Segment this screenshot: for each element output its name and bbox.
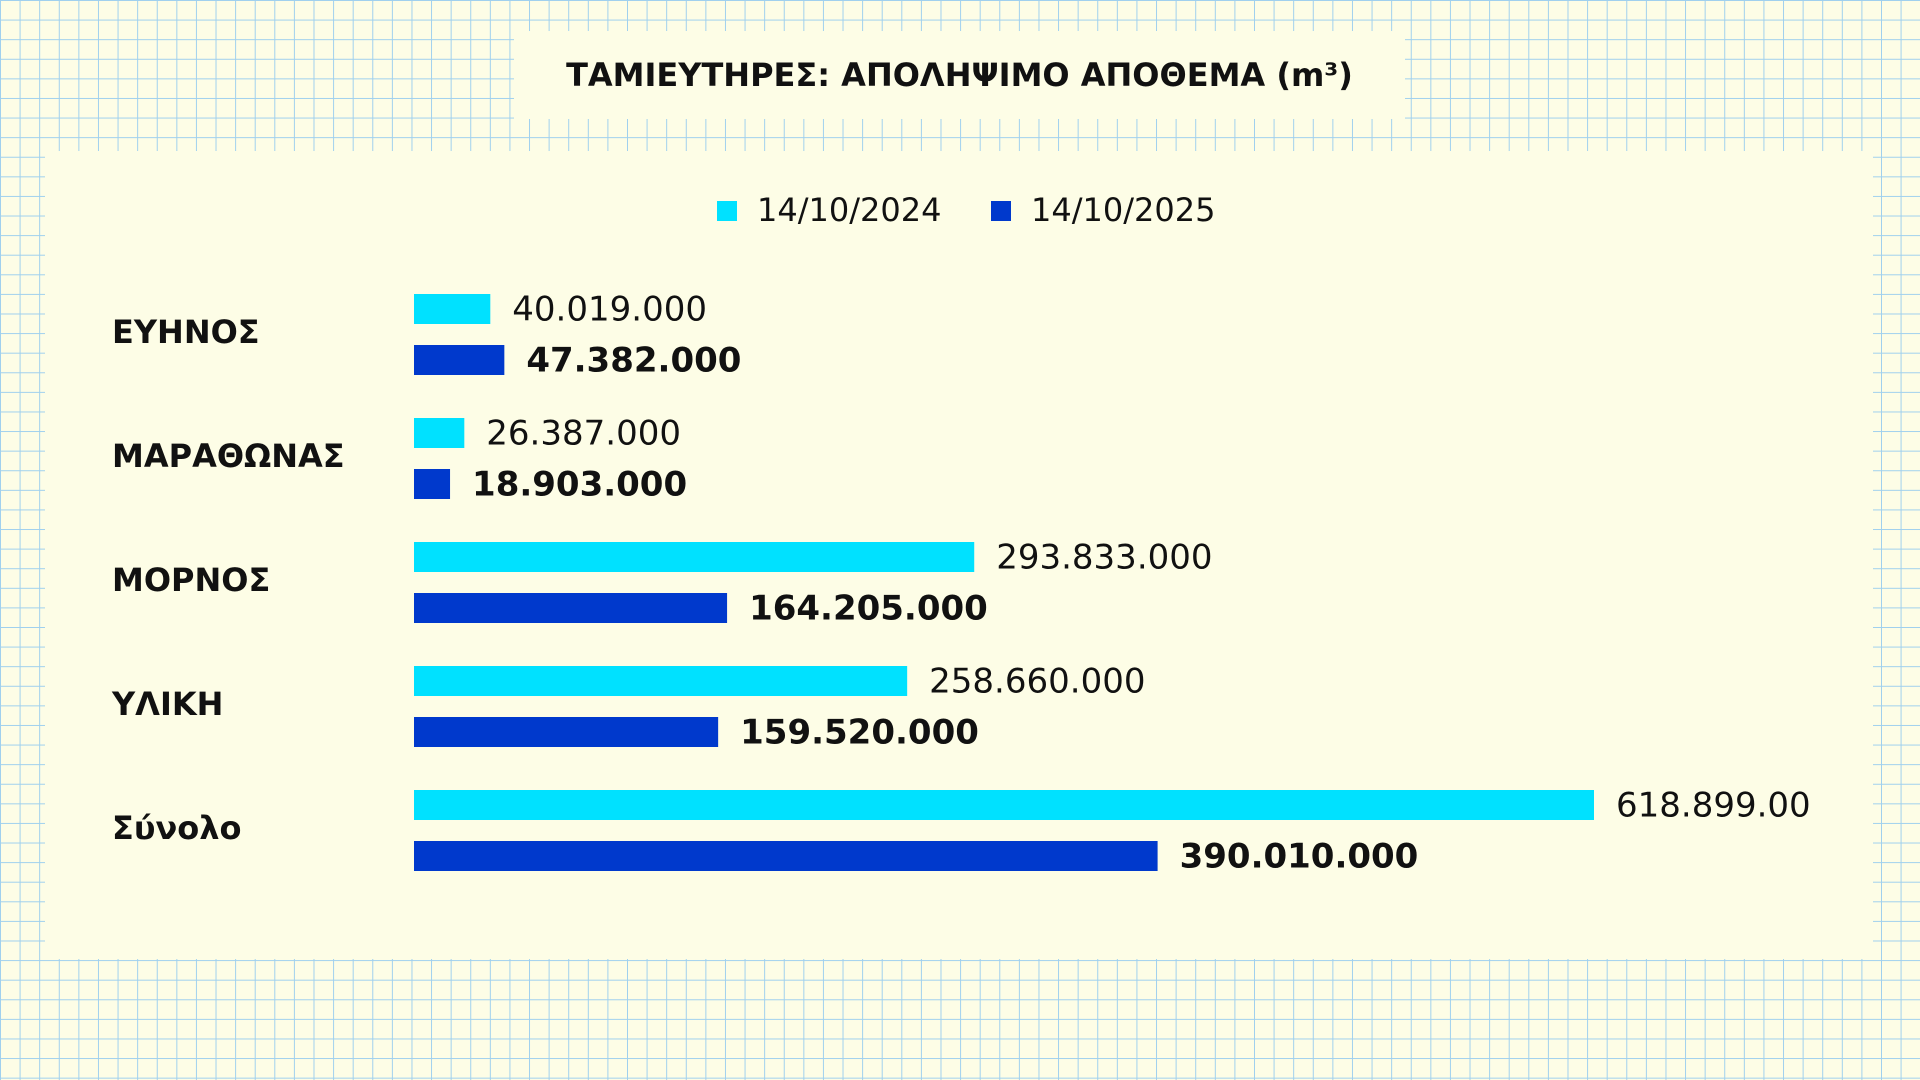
category-label: ΜΟΡΝΟΣ xyxy=(112,561,270,599)
bar xyxy=(414,666,908,696)
value-label: 164.205.000 xyxy=(749,589,988,629)
bar xyxy=(414,294,491,324)
category-label: Σύνολο xyxy=(112,809,241,847)
bar xyxy=(414,345,505,375)
value-label: 293.833.000 xyxy=(996,538,1212,578)
value-label: 390.010.000 xyxy=(1180,837,1419,877)
bar xyxy=(414,418,465,448)
legend-label: 14/10/2025 xyxy=(1031,191,1215,229)
value-label: 40.019.000 xyxy=(512,290,707,330)
bar xyxy=(414,841,1158,871)
category-label: ΕΥΗΝΟΣ xyxy=(112,313,260,351)
legend-swatch xyxy=(717,201,737,221)
category-label: ΥΛΙΚΗ xyxy=(111,685,223,723)
value-label: 258.660.000 xyxy=(929,662,1145,702)
bar xyxy=(414,542,975,572)
value-label: 26.387.000 xyxy=(486,414,681,454)
title-box: ΤΑΜΙΕΥΤΗΡΕΣ: ΑΠΟΛΗΨΙΜΟ ΑΠΟΘΕΜΑ (m³) xyxy=(514,31,1405,119)
legend-label: 14/10/2024 xyxy=(757,191,941,229)
bar xyxy=(414,790,1594,820)
legend-swatch xyxy=(991,201,1011,221)
bar xyxy=(414,469,451,499)
bar xyxy=(414,593,728,623)
value-label: 47.382.000 xyxy=(526,341,741,381)
category-label: ΜΑΡΑΘΩΝΑΣ xyxy=(112,437,345,475)
value-label: 18.903.000 xyxy=(472,465,687,505)
bar xyxy=(414,717,719,747)
value-label: 618.899.00 xyxy=(1616,786,1811,826)
value-label: 159.520.000 xyxy=(740,713,979,753)
chart-title: ΤΑΜΙΕΥΤΗΡΕΣ: ΑΠΟΛΗΨΙΜΟ ΑΠΟΘΕΜΑ (m³) xyxy=(566,56,1353,94)
